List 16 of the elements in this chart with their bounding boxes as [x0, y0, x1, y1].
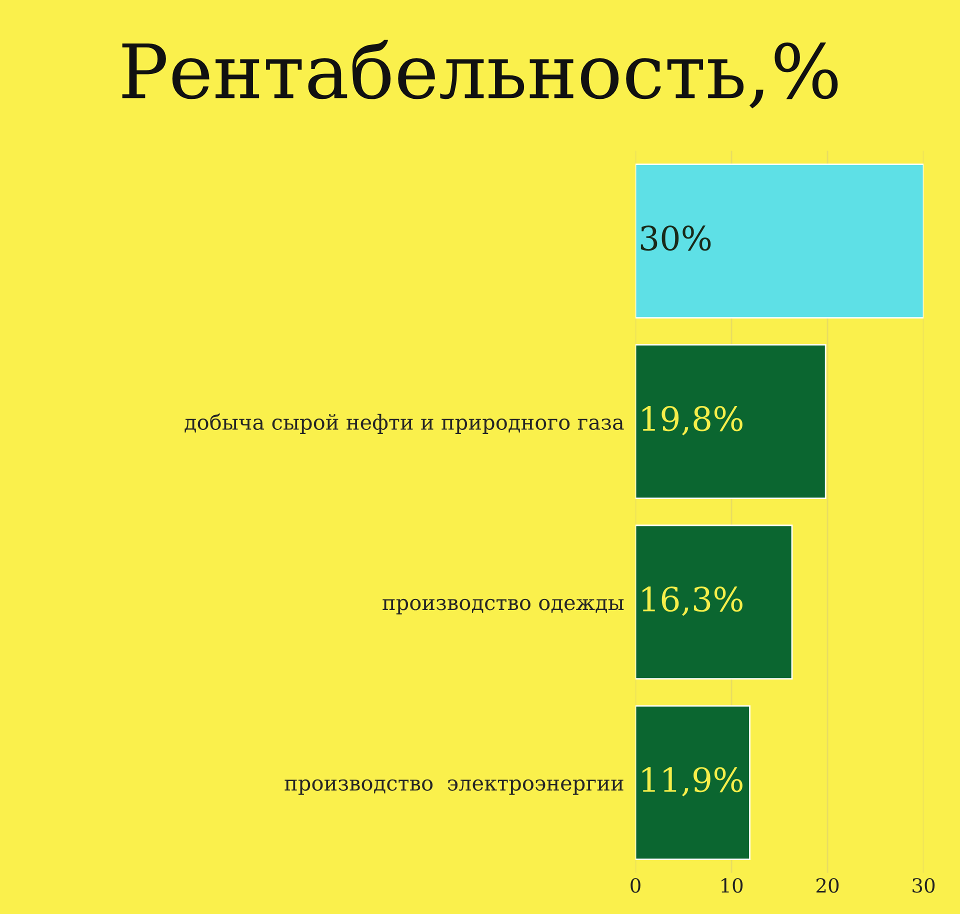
x-tick-label: 0 [630, 878, 640, 893]
data-label: 19,8% [642, 406, 742, 436]
data-label: 16,3% [642, 586, 742, 616]
y-tick-label: производство одежды [382, 598, 624, 614]
x-tick-label: 10 [722, 878, 743, 893]
bar [636, 705, 750, 860]
bar [636, 164, 924, 318]
x-tick-label: 30 [912, 878, 935, 893]
data-label: 11,9% [642, 767, 742, 796]
y-tick-label: добыча сырой нефти и природного газа [184, 413, 624, 434]
x-tick-label: 20 [816, 878, 839, 893]
bar [636, 344, 826, 499]
bar [636, 524, 793, 680]
chart-title: Рентабельность,% [122, 40, 838, 108]
data-label: 30% [640, 226, 711, 251]
y-tick-label: производство электроэнергии [284, 779, 624, 795]
